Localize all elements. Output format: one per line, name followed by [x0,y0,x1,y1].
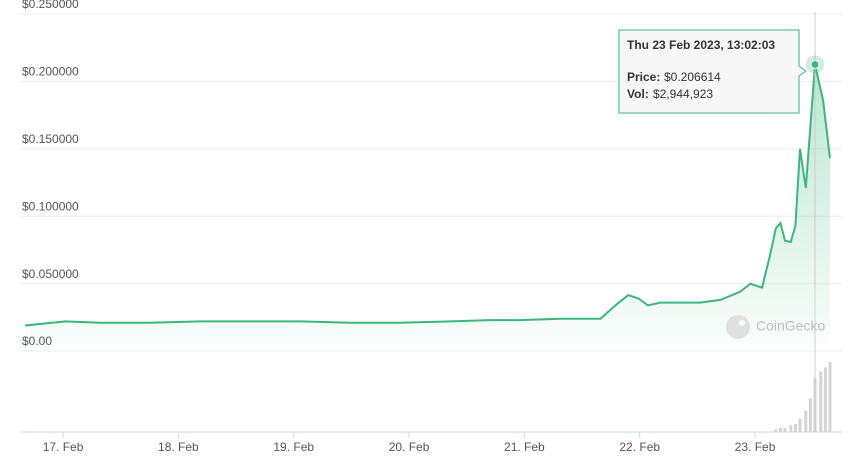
volume-bar [819,371,823,432]
volume-bar [778,427,782,432]
x-tick-label: 20. Feb [389,440,430,454]
volume-bar [783,427,787,432]
grid: $0.00$0.050000$0.100000$0.150000$0.20000… [20,0,842,454]
x-tick-label: 18. Feb [158,440,199,454]
watermark: CoinGecko [726,315,825,339]
price-line [24,64,831,327]
y-tick-label: $0.250000 [22,0,79,11]
plot [24,64,832,432]
volume-bar [828,362,832,432]
volume-bar [823,367,827,432]
y-tick-label: $0.100000 [22,199,79,213]
tooltip-price: $0.206614 [664,70,721,84]
volume-bar [793,423,797,432]
volume-bar [804,410,808,432]
y-tick-label: $0.050000 [22,267,79,281]
x-tick-label: 22. Feb [619,440,660,454]
volume-bar [808,398,812,432]
volume-bar [798,418,802,432]
tooltip-vol-label: Vol: [627,87,649,101]
x-tick-label: 19. Feb [273,440,314,454]
x-tick-label: 17. Feb [43,440,84,454]
volume-bar [789,425,793,432]
tooltip-box [618,29,807,114]
x-tick-label: 23. Feb [735,440,776,454]
price-area [25,64,830,343]
x-tick-label: 21. Feb [504,440,545,454]
tooltip: Thu 23 Feb 2023, 13:02:03 Price: $0.206614… [618,12,825,432]
y-tick-label: $0.200000 [22,65,79,79]
watermark-text: CoinGecko [756,318,825,334]
y-tick-label: $0.150000 [22,132,79,146]
volume-bar [774,429,778,432]
tooltip-vol: $2,944,923 [653,87,713,101]
hover-point [810,59,820,69]
tooltip-title: Thu 23 Feb 2023, 13:02:03 [627,38,775,52]
tooltip-price-label: Price: [627,70,660,84]
